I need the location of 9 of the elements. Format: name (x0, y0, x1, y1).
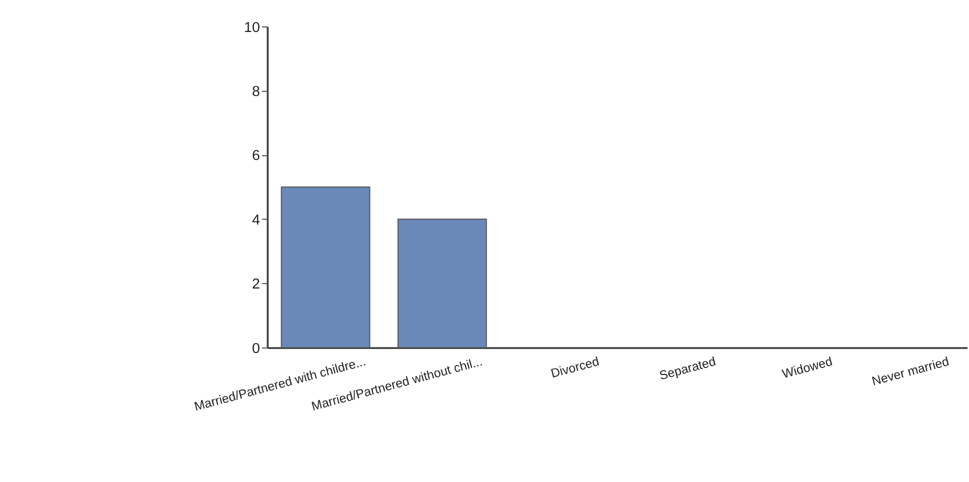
y-tick-label: 8 (252, 84, 260, 100)
x-tick-label: Widowed (780, 354, 834, 382)
x-tick-label: Divorced (549, 354, 601, 381)
y-tick-label: 2 (252, 276, 260, 293)
y-tick-label: 4 (252, 212, 260, 228)
y-tick-label: 6 (252, 148, 260, 164)
y-tick-label: 10 (244, 20, 260, 36)
y-tick-label: 0 (252, 340, 260, 357)
x-tick-label: Never married (870, 354, 951, 388)
